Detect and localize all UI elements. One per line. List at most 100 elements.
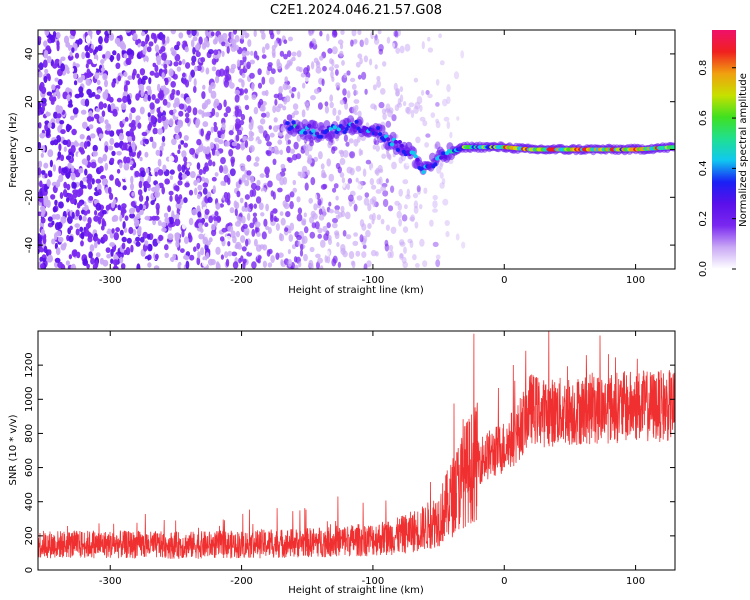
spectrogram-cell	[230, 31, 234, 40]
spectrogram-cell	[215, 246, 221, 255]
spectrogram-cell	[347, 178, 353, 184]
spectrogram-cell	[446, 84, 451, 93]
spectrogram-cell	[151, 140, 157, 149]
spectrogram-cell	[260, 252, 267, 258]
spectrogram-cell	[391, 42, 396, 49]
spectrogram-cell	[339, 99, 345, 105]
spectrogram-cell	[62, 139, 68, 146]
spectrogram-cell	[240, 255, 244, 262]
spectrogram-cell	[77, 202, 83, 207]
spectrogram-cell	[335, 162, 341, 170]
spectrogram-cell	[157, 158, 162, 167]
spectrogram-cell	[344, 55, 349, 61]
spectrogram-cell	[373, 37, 380, 45]
spectrogram-cell	[237, 216, 243, 224]
spectrogram-cell	[147, 90, 152, 96]
spectrogram-cell	[119, 40, 125, 50]
spectrogram-cell	[135, 39, 139, 46]
spectrogram-cell	[315, 253, 321, 259]
spectrogram-cell	[110, 248, 114, 257]
spectrogram-cell	[198, 168, 203, 176]
spectrogram-cell	[260, 118, 266, 125]
spectrogram-cell	[174, 218, 181, 227]
spectrogram-cell	[196, 162, 201, 170]
signal-core	[411, 150, 416, 155]
spectrogram-cell	[211, 223, 216, 231]
spectrogram-cell	[284, 76, 289, 83]
spectrogram-cell	[301, 109, 306, 118]
spectrogram-cell	[179, 209, 184, 215]
spectrogram-cell	[402, 179, 409, 185]
spectrogram-cell	[212, 161, 216, 167]
spectrogram-cell	[285, 85, 291, 90]
y-tick-label: 1000	[24, 387, 35, 412]
spectrogram-cell	[308, 197, 314, 204]
spectrogram-cell	[196, 242, 201, 250]
spectrogram-cell	[284, 227, 289, 233]
spectrogram-cell	[255, 196, 262, 204]
spectrogram-cell	[365, 159, 372, 165]
spectrogram-cell	[334, 230, 340, 236]
spectrogram-cell	[101, 110, 106, 117]
spectrogram-cell	[254, 226, 259, 235]
spectrogram-cell	[272, 52, 276, 59]
spectrogram-cell	[340, 30, 345, 35]
spectrogram-cell	[234, 122, 240, 129]
spectrogram-cell	[55, 85, 61, 90]
spectrogram-cell	[94, 94, 101, 100]
spectrogram-cell	[375, 189, 382, 194]
spectrogram-cell	[65, 155, 72, 161]
spectrogram-cell	[86, 88, 92, 96]
spectrogram-cell	[248, 130, 253, 137]
spectrogram-cell	[353, 232, 358, 237]
spectrogram-cell	[185, 260, 190, 269]
spectrogram-cell	[318, 214, 325, 221]
spectrogram-cell	[229, 261, 234, 267]
spectrogram-cell	[257, 255, 262, 260]
spectrogram-cell	[267, 262, 273, 268]
spectrogram-cell	[374, 64, 378, 70]
spectrogram-cell	[273, 215, 277, 222]
spectrogram-cell	[74, 52, 80, 59]
spectrogram-cell	[234, 94, 240, 103]
spectrogram-cell	[221, 41, 226, 47]
spectrogram-cell	[183, 142, 188, 148]
snr-panel: -300 -200 -100 0 100 0 200 400 600 800 1000 1200 H…	[8, 330, 676, 596]
spectrogram-cell	[196, 178, 200, 183]
spectrogram-cell	[153, 134, 159, 143]
spectrogram-cell	[317, 198, 322, 206]
spectrogram-cell	[128, 54, 134, 60]
spectrogram-cell	[382, 61, 387, 67]
spectrogram-cell	[317, 227, 323, 234]
spectrogram-cell	[77, 38, 83, 45]
spectrogram-cell	[413, 200, 419, 209]
spectrogram-cell	[82, 177, 88, 182]
spectrogram-cell	[44, 123, 49, 132]
spectrogram-cell	[108, 145, 114, 151]
spectrogram-cell	[223, 174, 229, 183]
spectrogram-cell	[131, 134, 136, 142]
spectrogram-cell	[213, 125, 218, 132]
spectrogram-cell	[94, 46, 99, 53]
spectrogram-cell	[82, 259, 89, 266]
spectrogram-cell	[60, 243, 67, 251]
spectrogram-cell	[142, 231, 148, 239]
spectrogram-cell	[118, 115, 124, 122]
spectrogram-cell	[155, 253, 159, 260]
spectrogram-cell	[71, 128, 77, 136]
spectrogram-cell	[187, 234, 193, 243]
spectrogram-cell	[266, 141, 272, 147]
snr-y-ticks: 0 200 400 600 800 1000 1200	[24, 352, 675, 573]
spectrogram-cell	[345, 211, 351, 220]
spectrogram-cell	[303, 212, 307, 218]
spectrogram-cell	[306, 49, 310, 55]
spectrogram-cell	[202, 166, 207, 175]
spectrogram-cell	[301, 165, 308, 173]
spectrogram-cell	[425, 90, 430, 95]
spectrogram-cell	[343, 134, 348, 142]
spectrogram-cell	[322, 208, 327, 217]
spectrogram-cell	[86, 178, 92, 184]
spectrogram-cell	[181, 229, 185, 238]
spectrogram-cell	[138, 77, 142, 86]
spectrogram-cell	[231, 251, 238, 257]
